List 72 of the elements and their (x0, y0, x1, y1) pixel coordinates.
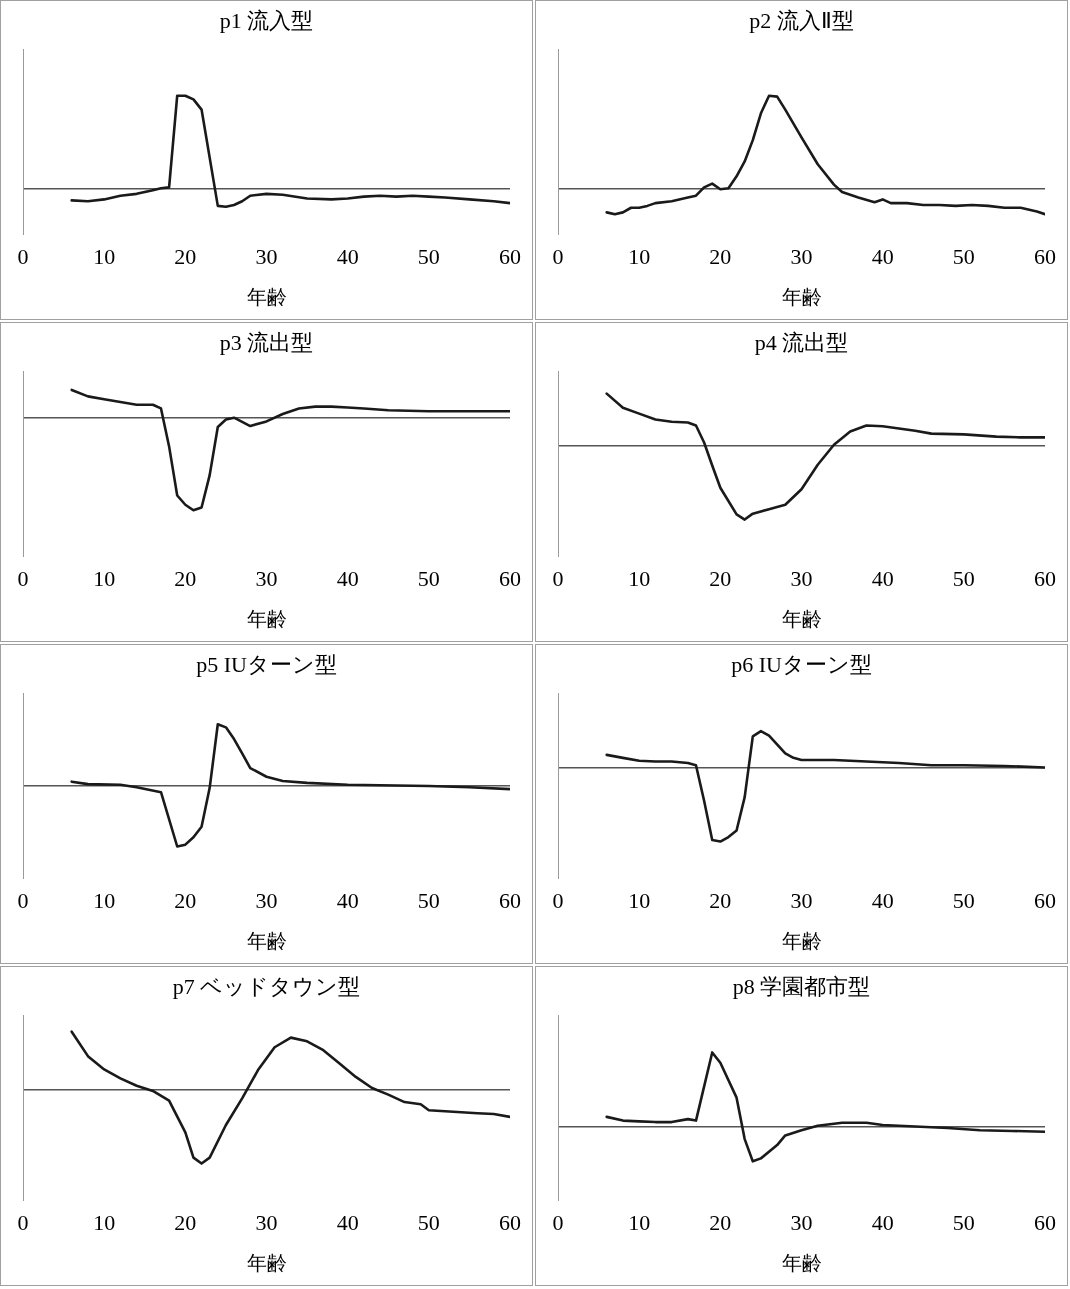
x-axis-title: 年齢 (246, 930, 287, 953)
x-tick-label: 0 (552, 1209, 564, 1235)
x-tick-label: 40 (336, 243, 359, 269)
chart-title: p6 IUターン型 (731, 651, 872, 677)
x-tick-label: 10 (93, 565, 116, 591)
x-tick-label: 60 (499, 887, 521, 913)
x-tick-label: 40 (336, 565, 359, 591)
x-tick-label: 10 (628, 243, 651, 269)
x-tick-label: 0 (552, 243, 564, 269)
x-tick-label: 60 (499, 243, 521, 269)
chart-title: p7 ベッドタウン型 (172, 973, 361, 999)
x-axis-title: 年齢 (246, 1252, 287, 1275)
x-axis-title: 年齢 (781, 608, 822, 631)
x-tick-label: 30 (790, 1209, 813, 1235)
chart-title: p1 流入型 (219, 7, 314, 33)
x-tick-label: 20 (709, 1209, 732, 1235)
x-tick-label: 30 (255, 243, 278, 269)
x-tick-label: 30 (255, 565, 278, 591)
x-tick-label: 10 (628, 887, 651, 913)
x-tick-label: 40 (871, 887, 894, 913)
x-tick-label: 30 (790, 565, 813, 591)
x-tick-label: 10 (93, 1209, 116, 1235)
x-tick-label: 40 (871, 243, 894, 269)
x-tick-label: 10 (628, 565, 651, 591)
x-tick-label: 50 (417, 565, 440, 591)
x-tick-label: 30 (790, 243, 813, 269)
chart-title: p5 IUターン型 (196, 651, 337, 677)
x-tick-label: 60 (1034, 887, 1056, 913)
x-tick-label: 0 (17, 565, 29, 591)
x-tick-label: 10 (628, 1209, 651, 1235)
x-tick-label: 50 (417, 1209, 440, 1235)
x-tick-label: 50 (952, 887, 975, 913)
x-tick-label: 20 (174, 1209, 197, 1235)
x-tick-label: 60 (1034, 565, 1056, 591)
x-tick-label: 50 (417, 243, 440, 269)
x-axis-title: 年齢 (781, 286, 822, 309)
chart-title: p4 流出型 (754, 329, 849, 355)
x-tick-label: 60 (1034, 1209, 1056, 1235)
x-tick-label: 50 (952, 1209, 975, 1235)
x-tick-label: 20 (174, 565, 197, 591)
x-tick-label: 60 (499, 565, 521, 591)
chart-title: p8 学園都市型 (732, 973, 871, 999)
x-tick-label: 0 (552, 887, 564, 913)
x-tick-label: 20 (174, 243, 197, 269)
x-tick-label: 40 (336, 1209, 359, 1235)
x-tick-label: 20 (709, 243, 732, 269)
x-tick-label: 30 (255, 887, 278, 913)
x-tick-label: 40 (871, 565, 894, 591)
x-tick-label: 30 (255, 1209, 278, 1235)
x-tick-label: 30 (790, 887, 813, 913)
x-tick-label: 50 (952, 565, 975, 591)
x-tick-label: 60 (499, 1209, 521, 1235)
chart-title: p3 流出型 (219, 329, 314, 355)
x-tick-label: 60 (1034, 243, 1056, 269)
x-tick-label: 0 (552, 565, 564, 591)
x-axis-title: 年齢 (246, 286, 287, 309)
x-tick-label: 50 (952, 243, 975, 269)
x-tick-label: 20 (174, 887, 197, 913)
x-tick-label: 50 (417, 887, 440, 913)
x-tick-label: 40 (336, 887, 359, 913)
x-tick-label: 20 (709, 565, 732, 591)
x-tick-label: 40 (871, 1209, 894, 1235)
chart-title: p2 流入Ⅱ型 (749, 7, 854, 33)
x-tick-label: 20 (709, 887, 732, 913)
x-axis-title: 年齢 (781, 930, 822, 953)
x-tick-label: 0 (17, 1209, 29, 1235)
x-axis-title: 年齢 (781, 1252, 822, 1275)
x-tick-label: 10 (93, 887, 116, 913)
x-axis-title: 年齢 (246, 608, 287, 631)
x-tick-label: 10 (93, 243, 116, 269)
x-tick-label: 0 (17, 243, 29, 269)
x-tick-label: 0 (17, 887, 29, 913)
